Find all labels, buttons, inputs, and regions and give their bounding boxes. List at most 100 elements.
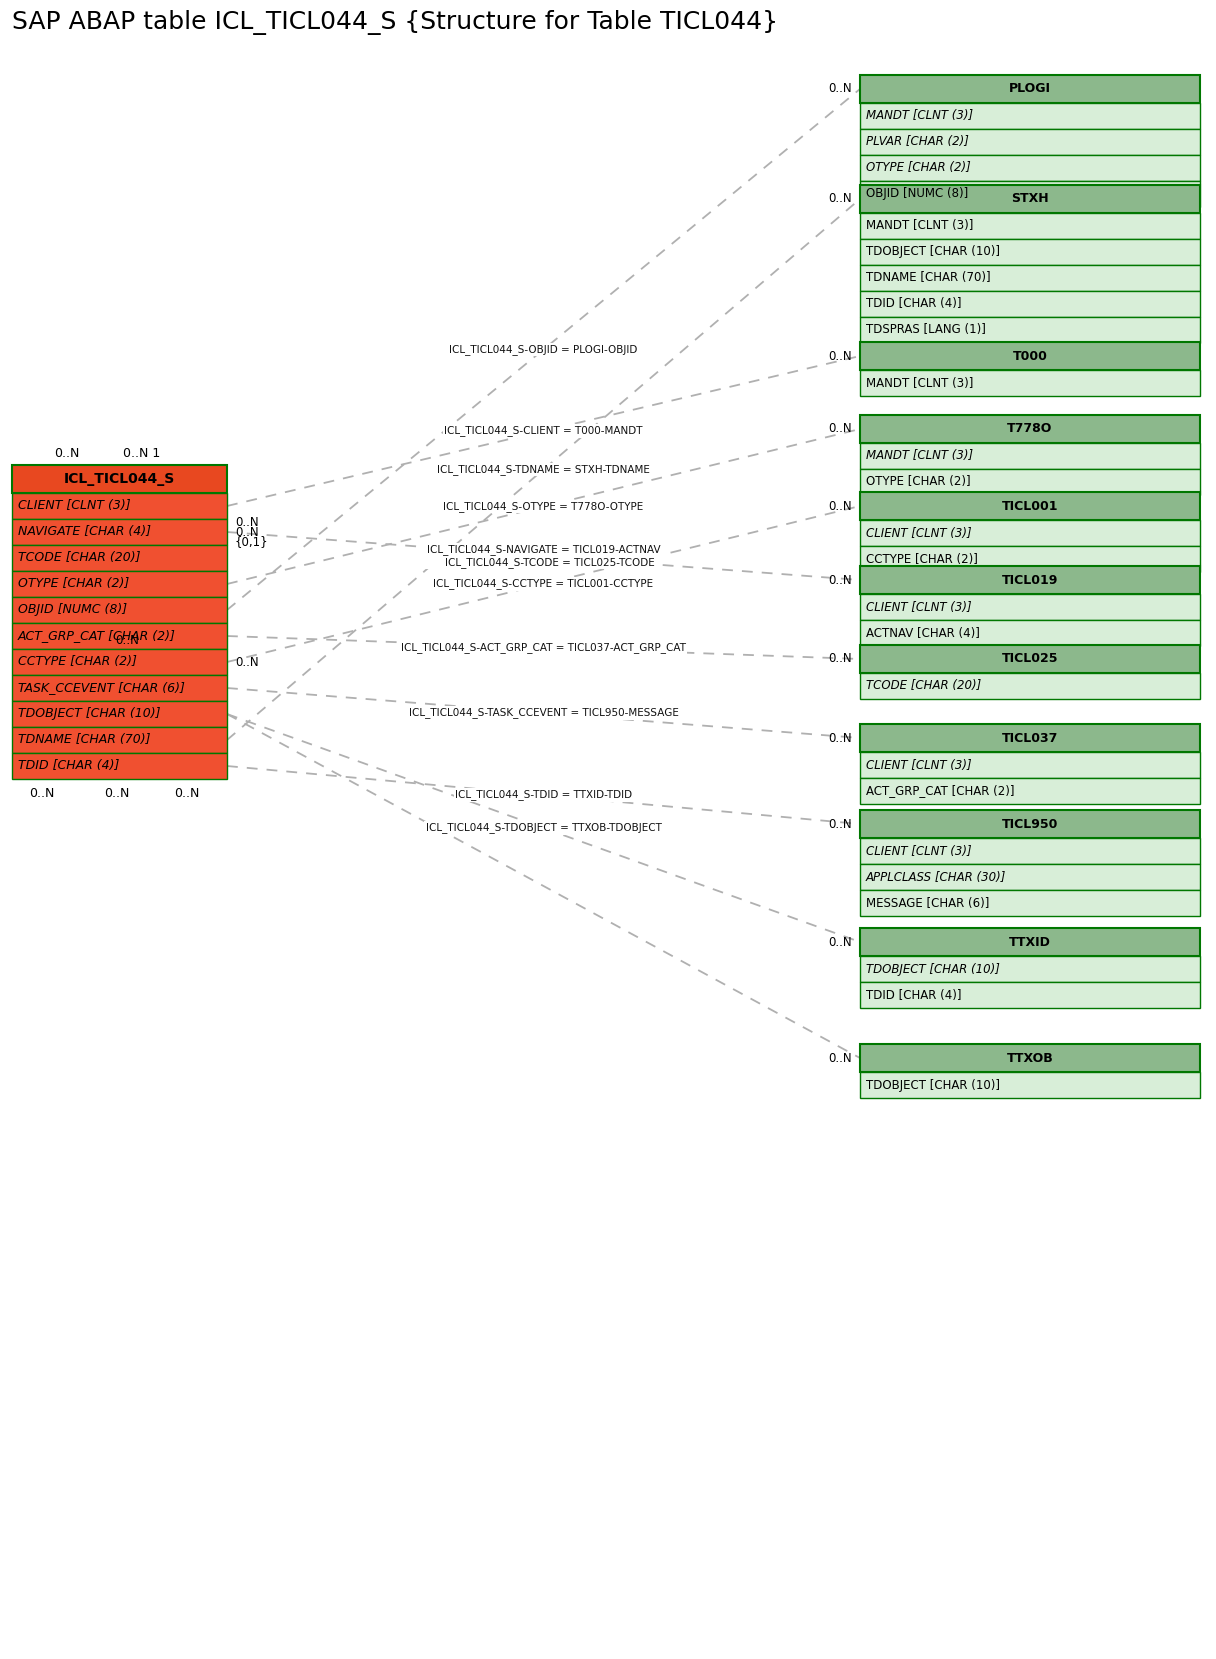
Text: 0..N: 0..N	[174, 786, 199, 800]
FancyBboxPatch shape	[860, 415, 1200, 443]
FancyBboxPatch shape	[860, 566, 1200, 594]
Text: TDOBJECT [CHAR (10)]: TDOBJECT [CHAR (10)]	[18, 707, 161, 720]
Text: MANDT [CLNT (3)]: MANDT [CLNT (3)]	[866, 450, 973, 463]
FancyBboxPatch shape	[860, 103, 1200, 129]
FancyBboxPatch shape	[860, 317, 1200, 343]
FancyBboxPatch shape	[860, 265, 1200, 290]
Text: 0..N: 0..N	[235, 516, 259, 529]
Text: ICL_TICL044_S-TASK_CCEVENT = TICL950-MESSAGE: ICL_TICL044_S-TASK_CCEVENT = TICL950-MES…	[409, 707, 679, 718]
Text: TDSPRAS [LANG (1)]: TDSPRAS [LANG (1)]	[866, 324, 986, 337]
FancyBboxPatch shape	[860, 982, 1200, 1009]
Text: PLVAR [CHAR (2)]: PLVAR [CHAR (2)]	[866, 136, 969, 149]
FancyBboxPatch shape	[860, 1072, 1200, 1098]
FancyBboxPatch shape	[12, 465, 227, 493]
FancyBboxPatch shape	[12, 753, 227, 780]
FancyBboxPatch shape	[860, 370, 1200, 397]
FancyBboxPatch shape	[860, 620, 1200, 645]
Text: TDID [CHAR (4)]: TDID [CHAR (4)]	[866, 989, 962, 1002]
FancyBboxPatch shape	[860, 75, 1200, 103]
Text: 0..N: 0..N	[828, 499, 852, 513]
Text: ACTNAV [CHAR (4)]: ACTNAV [CHAR (4)]	[866, 627, 980, 639]
Text: MESSAGE [CHAR (6)]: MESSAGE [CHAR (6)]	[866, 896, 990, 909]
FancyBboxPatch shape	[860, 889, 1200, 916]
Text: OTYPE [CHAR (2)]: OTYPE [CHAR (2)]	[866, 476, 970, 488]
FancyBboxPatch shape	[860, 546, 1200, 572]
Text: CCTYPE [CHAR (2)]: CCTYPE [CHAR (2)]	[18, 655, 137, 669]
Text: APPLCLASS [CHAR (30)]: APPLCLASS [CHAR (30)]	[866, 871, 1007, 884]
Text: TDID [CHAR (4)]: TDID [CHAR (4)]	[18, 760, 119, 773]
Text: 0..N: 0..N	[55, 446, 80, 460]
Text: 0..N: 0..N	[828, 192, 852, 206]
Text: 0..N: 0..N	[828, 574, 852, 587]
Text: TASK_CCEVENT [CHAR (6)]: TASK_CCEVENT [CHAR (6)]	[18, 682, 185, 695]
FancyBboxPatch shape	[12, 519, 227, 546]
FancyBboxPatch shape	[12, 702, 227, 727]
Text: TTXID: TTXID	[1009, 936, 1051, 949]
Text: 0..N: 0..N	[828, 83, 852, 96]
Text: 0..N: 0..N	[828, 818, 852, 831]
Text: CCTYPE [CHAR (2)]: CCTYPE [CHAR (2)]	[866, 552, 978, 566]
FancyBboxPatch shape	[860, 1044, 1200, 1072]
FancyBboxPatch shape	[860, 342, 1200, 370]
Text: 0..N: 0..N	[828, 423, 852, 436]
FancyBboxPatch shape	[860, 181, 1200, 207]
FancyBboxPatch shape	[860, 594, 1200, 620]
Text: ACT_GRP_CAT [CHAR (2)]: ACT_GRP_CAT [CHAR (2)]	[18, 629, 176, 642]
FancyBboxPatch shape	[12, 649, 227, 675]
Text: 0..N: 0..N	[828, 1052, 852, 1065]
Text: ICL_TICL044_S-CCTYPE = TICL001-CCTYPE: ICL_TICL044_S-CCTYPE = TICL001-CCTYPE	[433, 579, 653, 589]
Text: MANDT [CLNT (3)]: MANDT [CLNT (3)]	[866, 109, 973, 123]
FancyBboxPatch shape	[860, 956, 1200, 982]
Text: 0..N: 0..N	[828, 936, 852, 949]
Text: ICL_TICL044_S-CLIENT = T000-MANDT: ICL_TICL044_S-CLIENT = T000-MANDT	[444, 426, 643, 436]
FancyBboxPatch shape	[860, 493, 1200, 519]
Text: 0..N: 0..N	[828, 350, 852, 363]
Text: CLIENT [CLNT (3)]: CLIENT [CLNT (3)]	[866, 526, 972, 539]
Text: TICL001: TICL001	[1002, 499, 1058, 513]
Text: MANDT [CLNT (3)]: MANDT [CLNT (3)]	[866, 377, 973, 390]
Text: TTXOB: TTXOB	[1007, 1052, 1053, 1065]
Text: OBJID [NUMC (8)]: OBJID [NUMC (8)]	[18, 604, 128, 617]
FancyBboxPatch shape	[860, 723, 1200, 752]
FancyBboxPatch shape	[860, 927, 1200, 956]
FancyBboxPatch shape	[860, 864, 1200, 889]
Text: TDOBJECT [CHAR (10)]: TDOBJECT [CHAR (10)]	[866, 1078, 1000, 1092]
FancyBboxPatch shape	[860, 519, 1200, 546]
FancyBboxPatch shape	[12, 675, 227, 702]
Text: TICL019: TICL019	[1002, 574, 1058, 587]
Text: 0..N: 0..N	[29, 786, 55, 800]
FancyBboxPatch shape	[860, 645, 1200, 674]
Text: CLIENT [CLNT (3)]: CLIENT [CLNT (3)]	[866, 844, 972, 858]
Text: TDNAME [CHAR (70)]: TDNAME [CHAR (70)]	[866, 272, 991, 284]
FancyBboxPatch shape	[860, 810, 1200, 838]
Text: ACT_GRP_CAT [CHAR (2)]: ACT_GRP_CAT [CHAR (2)]	[866, 785, 1014, 798]
FancyBboxPatch shape	[860, 838, 1200, 864]
Text: TCODE [CHAR (20)]: TCODE [CHAR (20)]	[866, 680, 981, 692]
Text: TDOBJECT [CHAR (10)]: TDOBJECT [CHAR (10)]	[866, 246, 1000, 259]
FancyBboxPatch shape	[12, 624, 227, 649]
Text: TICL950: TICL950	[1002, 818, 1058, 831]
FancyBboxPatch shape	[12, 597, 227, 624]
Text: 0..N 1: 0..N 1	[123, 446, 161, 460]
FancyBboxPatch shape	[12, 571, 227, 597]
Text: ICL_TICL044_S-TDOBJECT = TTXOB-TDOBJECT: ICL_TICL044_S-TDOBJECT = TTXOB-TDOBJECT	[426, 823, 662, 833]
Text: CLIENT [CLNT (3)]: CLIENT [CLNT (3)]	[18, 499, 130, 513]
Text: OBJID [NUMC (8)]: OBJID [NUMC (8)]	[866, 187, 968, 201]
Text: OTYPE [CHAR (2)]: OTYPE [CHAR (2)]	[18, 577, 129, 591]
Text: 0:.N: 0:.N	[116, 634, 139, 647]
Text: OTYPE [CHAR (2)]: OTYPE [CHAR (2)]	[866, 161, 970, 174]
Text: NAVIGATE [CHAR (4)]: NAVIGATE [CHAR (4)]	[18, 526, 151, 539]
Text: TICL025: TICL025	[1002, 652, 1058, 665]
Text: TICL037: TICL037	[1002, 732, 1058, 745]
Text: ICL_TICL044_S-TDNAME = STXH-TDNAME: ICL_TICL044_S-TDNAME = STXH-TDNAME	[437, 465, 649, 474]
FancyBboxPatch shape	[860, 443, 1200, 469]
Text: ICL_TICL044_S-OTYPE = T778O-OTYPE: ICL_TICL044_S-OTYPE = T778O-OTYPE	[444, 501, 643, 513]
FancyBboxPatch shape	[860, 212, 1200, 239]
Text: CLIENT [CLNT (3)]: CLIENT [CLNT (3)]	[866, 758, 972, 771]
Text: ICL_TICL044_S: ICL_TICL044_S	[64, 473, 175, 486]
Text: MANDT [CLNT (3)]: MANDT [CLNT (3)]	[866, 219, 973, 232]
Text: {0,1}: {0,1}	[235, 536, 269, 549]
FancyBboxPatch shape	[860, 290, 1200, 317]
FancyBboxPatch shape	[860, 674, 1200, 698]
FancyBboxPatch shape	[860, 469, 1200, 494]
